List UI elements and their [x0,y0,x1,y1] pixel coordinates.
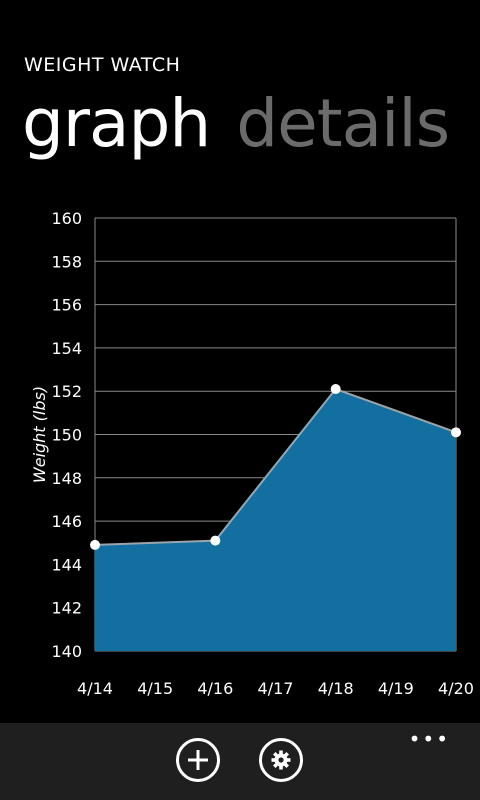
weight-chart: 140 142 144 146 148 150 152 154 156 158 160 4/14 4/1… [0,200,480,710]
y-tick-label: 158 [51,252,82,271]
x-tick-label: 4/14 [77,679,113,698]
pivot-tab-graph[interactable]: graph [22,85,211,162]
y-tick-label: 152 [51,382,82,401]
y-tick-label: 140 [51,642,82,661]
x-tick-label: 4/19 [378,679,414,698]
x-tick-label: 4/16 [197,679,233,698]
y-tick-label: 146 [51,512,82,531]
series-line [94,387,457,546]
x-tick-label: 4/18 [318,679,354,698]
pivot-tab-next[interactable]: p [475,85,480,162]
app-title: WEIGHT WATCH [24,54,181,76]
y-axis-title: Weight (lbs) [30,386,49,483]
y-tick-label: 154 [51,339,82,358]
settings-icon [271,750,291,770]
x-tick-label: 4/17 [258,679,294,698]
more-menu-button[interactable]: ••• [408,727,450,751]
y-tick-label: 142 [51,599,82,618]
settings-button[interactable] [259,738,303,782]
pivot-tab-details[interactable]: details [236,85,450,162]
y-tick-label: 150 [51,426,82,445]
data-point [210,535,221,546]
pivot-header: graph details p [22,84,480,164]
y-tick-label: 160 [51,209,82,228]
series-area [95,389,456,651]
y-tick-label: 156 [51,296,82,315]
add-icon [188,750,208,770]
y-tick-label: 144 [51,555,82,574]
weight-chart-svg: 140 142 144 146 148 150 152 154 156 158 160 4/14 4/1… [30,209,474,698]
add-entry-button[interactable] [176,738,220,782]
app-bar: ••• [0,723,480,800]
data-point [330,384,341,395]
data-point [451,427,461,438]
data-point [90,539,100,550]
y-tick-label: 148 [51,469,82,488]
x-tick-label: 4/15 [137,679,173,698]
x-tick-label: 4/20 [438,679,474,698]
